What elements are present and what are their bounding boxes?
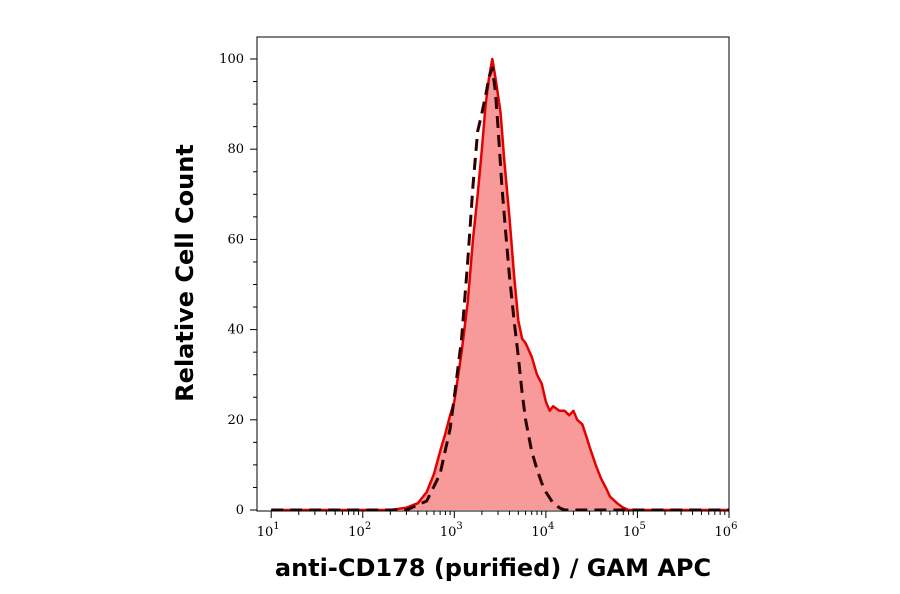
y-tick-label: 80 — [227, 142, 244, 157]
x-tick-label: 105 — [623, 521, 646, 540]
y-tick-label: 60 — [227, 232, 244, 247]
y-tick-label: 40 — [227, 323, 244, 338]
y-axis: 0 20 40 60 80 100 — [219, 52, 257, 518]
plot-frame — [256, 36, 730, 512]
x-axis: 101 102 103 104 105 106 — [257, 511, 738, 540]
y-tick-label: 0 — [236, 503, 244, 518]
x-tick-label: 103 — [440, 521, 463, 540]
x-tick-label: 101 — [257, 521, 280, 540]
series-1-line — [271, 66, 729, 512]
y-axis-title: Relative Cell Count — [171, 144, 199, 402]
x-axis-title: anti-CD178 (purified) / GAM APC — [275, 554, 711, 582]
y-tick-label: 20 — [227, 413, 244, 428]
series-layer — [271, 57, 729, 512]
y-tick-label: 100 — [219, 52, 244, 67]
x-tick-label: 104 — [531, 521, 554, 540]
series-0-area — [271, 59, 729, 510]
x-tick-label: 106 — [715, 521, 738, 540]
x-tick-label: 102 — [348, 521, 371, 540]
